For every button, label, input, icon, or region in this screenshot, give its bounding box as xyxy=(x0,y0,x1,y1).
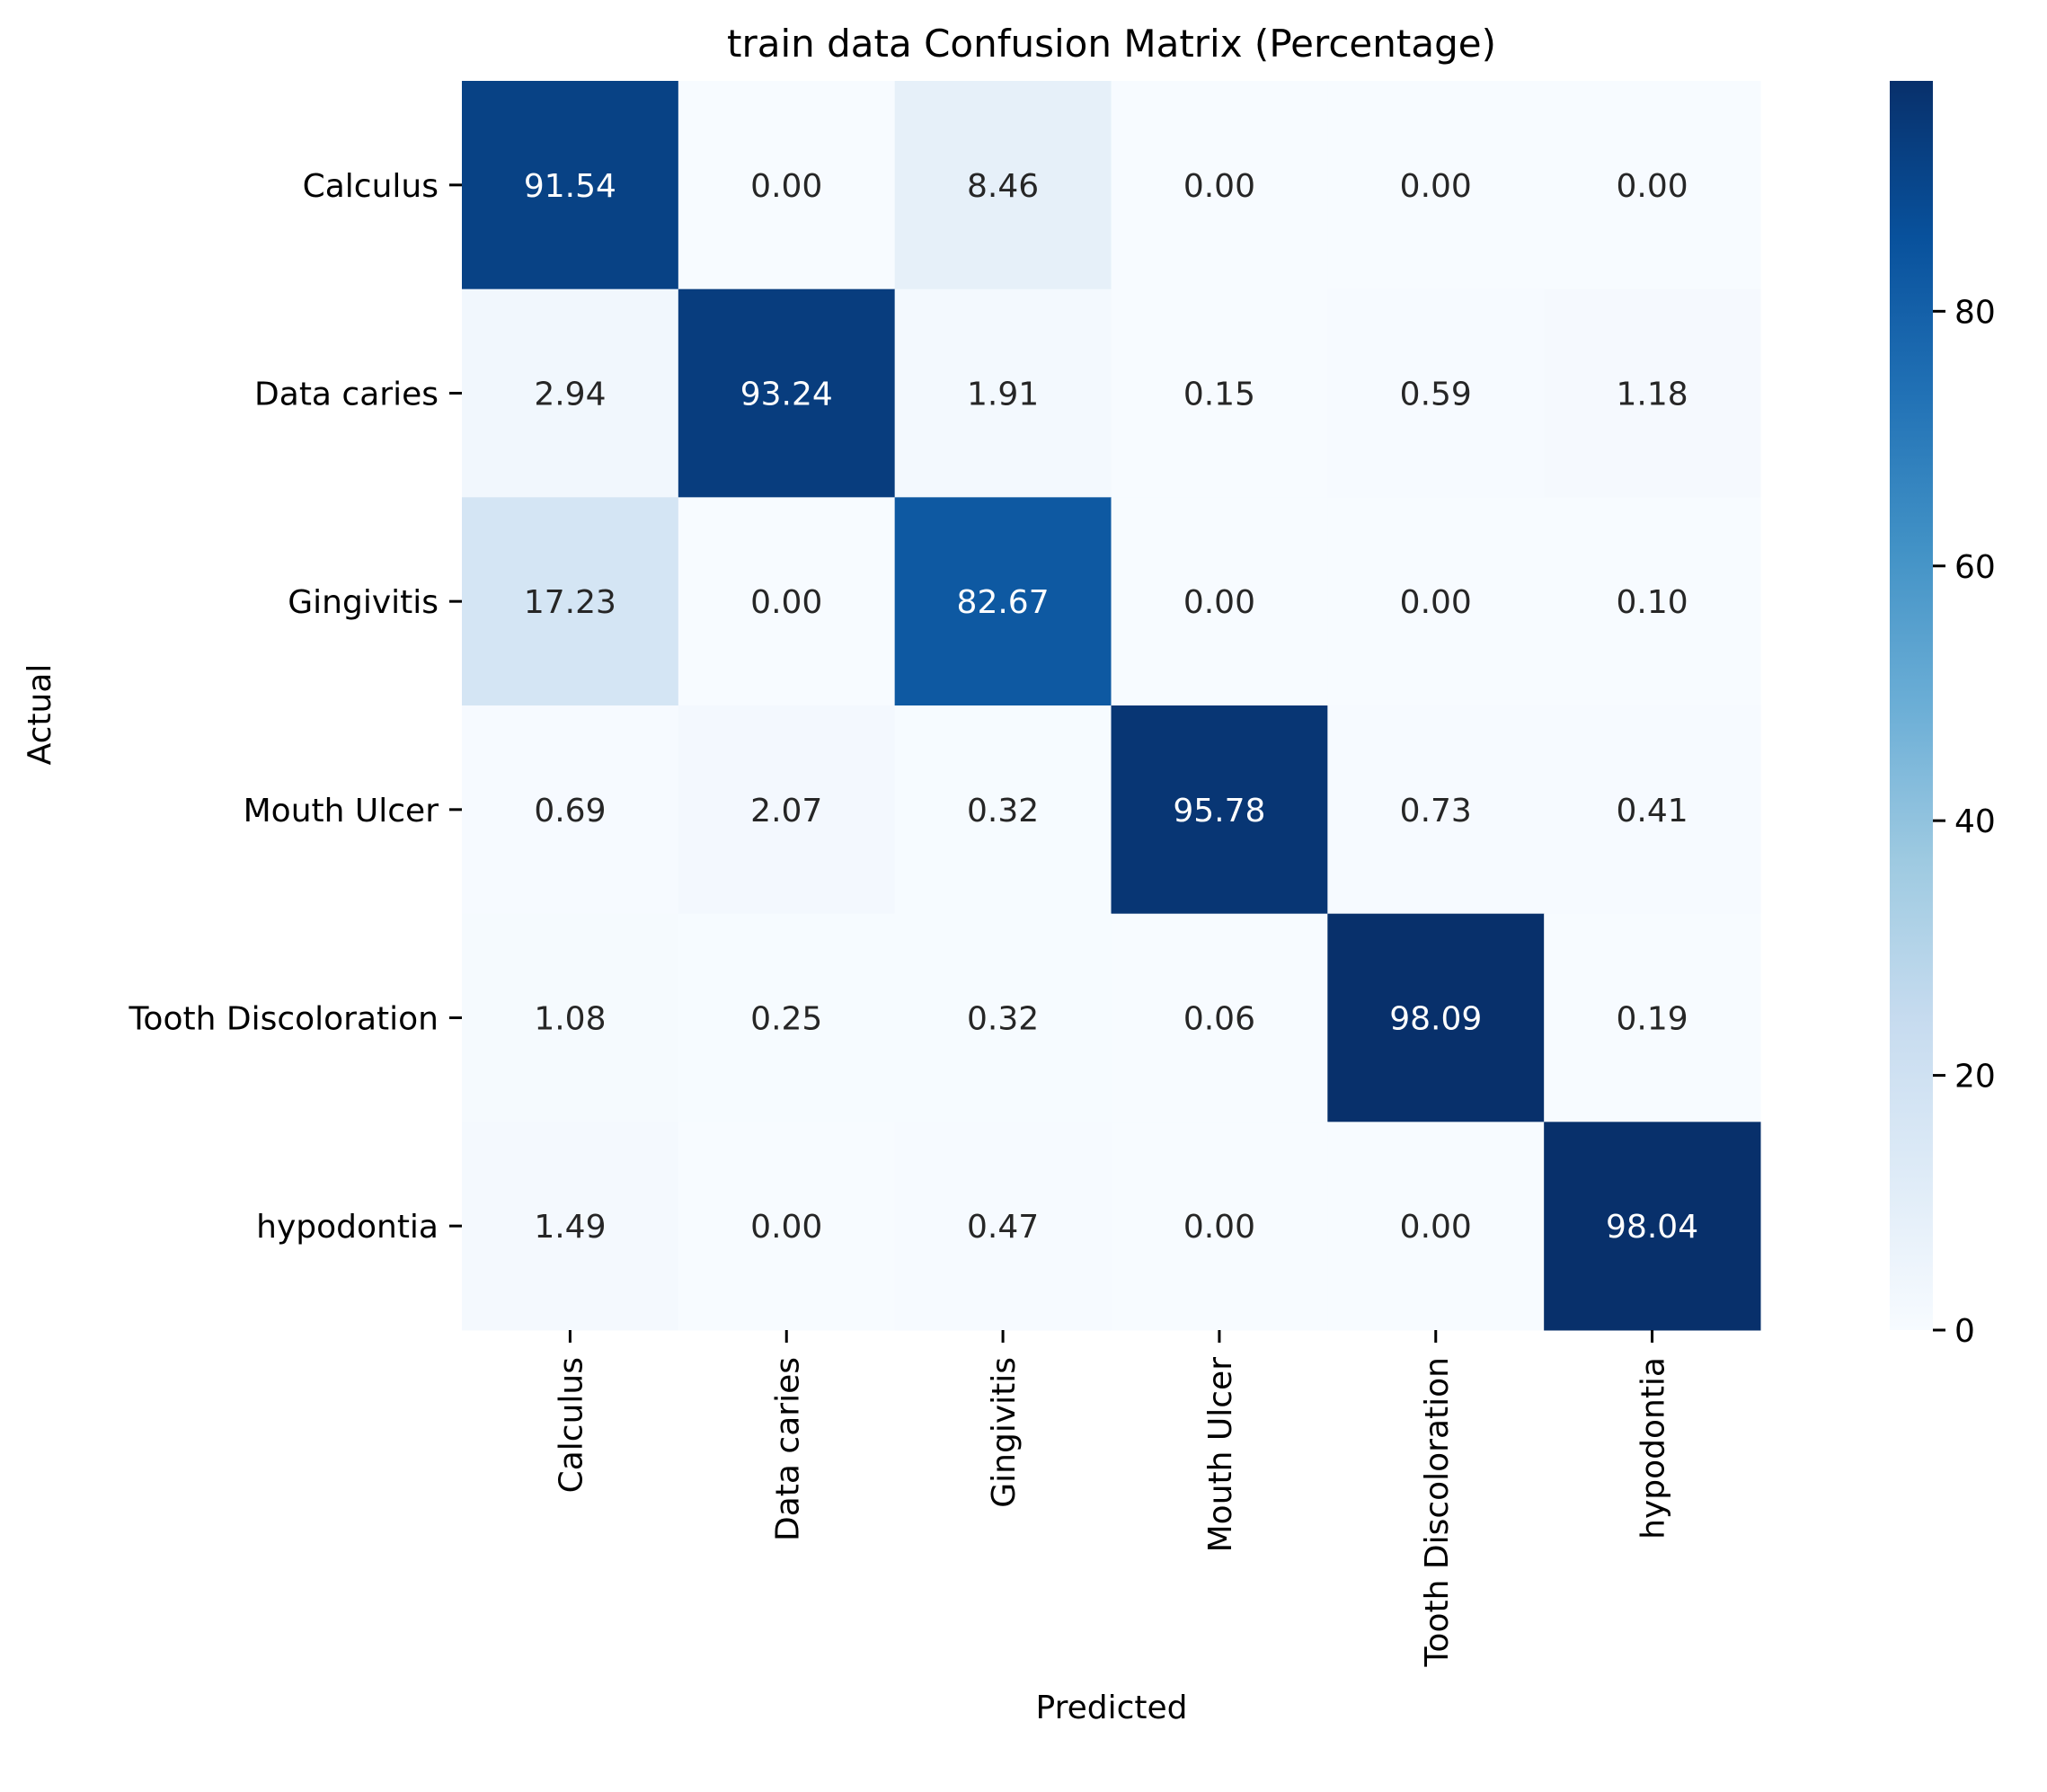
heatmap-cell xyxy=(1111,913,1328,1122)
cell-value-label: 0.47 xyxy=(967,1209,1039,1246)
heatmap-cell xyxy=(1544,705,1761,915)
heatmap-cell xyxy=(894,497,1112,706)
cell-value-label: 0.69 xyxy=(534,793,606,829)
cell-value-label: 0.41 xyxy=(1617,793,1688,829)
cell-value-label: 2.07 xyxy=(750,793,822,829)
heatmap-cell xyxy=(678,1122,896,1331)
heatmap-cell xyxy=(1544,497,1761,706)
heatmap-cell xyxy=(1544,288,1761,498)
cell-value-label: 0.00 xyxy=(1183,168,1255,205)
cell-value-label: 0.00 xyxy=(750,584,822,621)
cell-value-label: 0.32 xyxy=(967,1001,1039,1038)
y-axis-label: Actual xyxy=(22,664,58,766)
cell-value-label: 0.00 xyxy=(1183,1209,1255,1246)
cell-value-label: 0.00 xyxy=(750,1209,822,1246)
cell-value-label: 0.59 xyxy=(1400,377,1472,413)
y-tick-label: Data caries xyxy=(254,377,439,413)
heatmap-cell xyxy=(894,1122,1112,1331)
y-tick-label: Gingivitis xyxy=(288,584,439,621)
heatmap-cell xyxy=(678,288,896,498)
cell-value-label: 1.49 xyxy=(534,1209,606,1246)
cell-value-label: 0.19 xyxy=(1617,1001,1688,1038)
heatmap-cell xyxy=(1544,913,1761,1122)
heatmap-cell xyxy=(462,913,679,1122)
heatmap-cell xyxy=(1111,705,1328,915)
heatmap-cell xyxy=(1327,913,1545,1122)
cell-value-label: 0.32 xyxy=(967,793,1039,829)
cell-value-label: 82.67 xyxy=(957,584,1050,621)
colorbar-tick-label: 20 xyxy=(1954,1059,1996,1096)
cell-value-label: 0.00 xyxy=(1400,584,1472,621)
cell-value-label: 8.46 xyxy=(967,168,1039,205)
heatmap-cell xyxy=(1327,288,1545,498)
x-tick-label: Gingivitis xyxy=(986,1357,1023,1508)
heatmap-cells: 91.54 0.00 8.46 0.00 0.00 0.00 2.94 93.24 1.91 0.… xyxy=(462,81,1761,1331)
x-tick-label: Tooth Discoloration xyxy=(1419,1357,1456,1667)
cell-value-label: 98.09 xyxy=(1389,1001,1482,1038)
cell-value-label: 1.08 xyxy=(534,1001,606,1038)
heatmap-cell xyxy=(894,288,1112,498)
cell-value-label: 98.04 xyxy=(1606,1209,1698,1246)
heatmap-cell xyxy=(1327,497,1545,706)
cell-value-label: 0.00 xyxy=(750,168,822,205)
heatmap-cell xyxy=(462,705,679,915)
cell-value-label: 0.00 xyxy=(1617,168,1688,205)
heatmap-cell xyxy=(1544,1122,1761,1331)
heatmap-cell xyxy=(894,913,1112,1122)
y-tick-label: Mouth Ulcer xyxy=(244,793,439,829)
heatmap-cell xyxy=(1111,81,1328,290)
heatmap-cell xyxy=(894,705,1112,915)
heatmap-cell xyxy=(1544,81,1761,290)
heatmap-cell xyxy=(1111,1122,1328,1331)
heatmap-cell xyxy=(462,288,679,498)
heatmap-cell xyxy=(678,81,896,290)
colorbar-gradient xyxy=(1890,81,1933,1330)
heatmap-cell xyxy=(678,497,896,706)
x-tick-label: Mouth Ulcer xyxy=(1202,1357,1239,1553)
cell-value-label: 0.00 xyxy=(1400,1209,1472,1246)
cell-value-label: 91.54 xyxy=(524,168,616,205)
cell-value-label: 95.78 xyxy=(1173,793,1265,829)
heatmap-cell xyxy=(462,81,679,290)
cell-value-label: 1.91 xyxy=(967,377,1039,413)
cell-value-label: 0.06 xyxy=(1183,1001,1255,1038)
cell-value-label: 17.23 xyxy=(524,584,616,621)
cell-value-label: 2.94 xyxy=(534,377,606,413)
colorbar-tick-label: 60 xyxy=(1954,549,1996,586)
colorbar-tick-label: 80 xyxy=(1954,294,1996,331)
cell-value-label: 0.10 xyxy=(1617,584,1688,621)
x-tick-label: Data caries xyxy=(769,1357,806,1541)
x-axis-label: Predicted xyxy=(1036,1690,1188,1726)
cell-value-label: 0.73 xyxy=(1400,793,1472,829)
heatmap-cell xyxy=(678,913,896,1122)
y-tick-label: Calculus xyxy=(303,168,439,205)
heatmap-cell xyxy=(1327,81,1545,290)
cell-value-label: 1.18 xyxy=(1617,377,1688,413)
colorbar-tick-label: 0 xyxy=(1954,1313,1975,1350)
colorbar: 0 20 40 60 80 xyxy=(1890,81,1996,1350)
x-axis-ticks: Calculus Data caries Gingivitis Mouth Ulcer… xyxy=(553,1330,1672,1667)
y-tick-label: hypodontia xyxy=(256,1209,439,1246)
cell-value-label: 0.25 xyxy=(750,1001,822,1038)
colorbar-tick-label: 40 xyxy=(1954,803,1996,840)
heatmap-cell xyxy=(462,497,679,706)
heatmap-cell xyxy=(1111,288,1328,498)
heatmap-cell xyxy=(678,705,896,915)
heatmap-cell xyxy=(1327,1122,1545,1331)
heatmap-cell xyxy=(462,1122,679,1331)
y-axis-ticks: Calculus Data caries Gingivitis Mouth Ulcer… xyxy=(128,168,462,1246)
cell-value-label: 0.00 xyxy=(1183,584,1255,621)
chart-title: train data Confusion Matrix (Percentage) xyxy=(727,22,1496,66)
heatmap-cell xyxy=(894,81,1112,290)
heatmap-cell xyxy=(1111,497,1328,706)
cell-value-label: 0.15 xyxy=(1183,377,1255,413)
x-tick-label: Calculus xyxy=(553,1357,589,1493)
cell-value-label: 93.24 xyxy=(740,377,833,413)
cell-value-label: 0.00 xyxy=(1400,168,1472,205)
heatmap-cell xyxy=(1327,705,1545,915)
y-tick-label: Tooth Discoloration xyxy=(128,1001,439,1038)
x-tick-label: hypodontia xyxy=(1635,1357,1672,1539)
